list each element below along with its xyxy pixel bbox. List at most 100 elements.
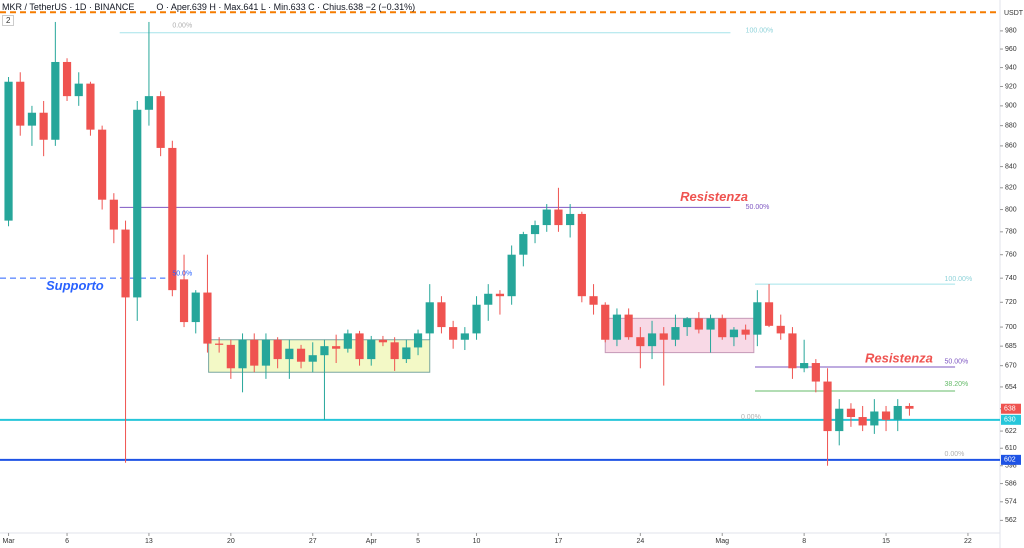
y-tick-label: 960	[1005, 46, 1017, 53]
candle-body	[647, 333, 657, 347]
candle-body	[835, 408, 844, 432]
candle-body	[741, 329, 750, 335]
candle-body	[261, 339, 271, 366]
annotation: Resistenza	[680, 189, 748, 204]
candle-body	[250, 339, 259, 366]
annotation: 100.00%	[945, 276, 973, 283]
y-tick-label: 980	[1005, 28, 1017, 35]
candle-body	[472, 304, 481, 334]
candle-body	[191, 292, 200, 323]
candle-body	[811, 363, 820, 382]
candle-body	[870, 411, 879, 426]
candle-body	[683, 318, 692, 328]
x-tick-label: Mar	[3, 538, 16, 545]
y-tick-label: 880	[1005, 122, 1017, 129]
candle-body	[343, 333, 352, 349]
candle-body	[881, 411, 891, 420]
candle-body	[718, 318, 727, 338]
candle-body	[296, 348, 306, 362]
candle-body	[542, 209, 551, 226]
candle-body	[402, 347, 411, 360]
candle-body	[179, 279, 189, 323]
candle-body	[109, 199, 118, 230]
candle-body	[858, 417, 867, 426]
candle-body	[437, 302, 446, 328]
candle-body	[168, 147, 177, 291]
x-tick-label: Mag	[715, 538, 729, 545]
y-tick-label: 700	[1005, 324, 1017, 331]
x-tick-label: 22	[964, 538, 972, 545]
candle-body	[121, 229, 130, 298]
x-tick-label: 15	[882, 538, 890, 545]
candle-body	[776, 325, 785, 334]
candle-body	[671, 327, 680, 340]
candle-body	[601, 304, 610, 340]
price-tag	[1001, 454, 1021, 465]
x-tick-label: 24	[636, 538, 644, 545]
candle-body	[449, 327, 458, 340]
x-tick-label: 27	[309, 538, 317, 545]
candle-body	[203, 292, 212, 344]
currency-label: USDT	[1004, 10, 1024, 17]
candle-body	[226, 344, 235, 369]
candle-body	[413, 333, 423, 348]
candle-body	[273, 339, 282, 360]
candle-body	[507, 254, 516, 297]
candle-body	[729, 329, 739, 338]
y-tick-label: 670	[1005, 362, 1017, 369]
x-tick-label: 10	[473, 538, 481, 545]
candle-body	[308, 355, 317, 362]
annotation: 50.00%	[945, 359, 969, 366]
candle-body	[753, 302, 762, 335]
candle-body	[133, 109, 142, 298]
price-tag-label: 630	[1004, 417, 1016, 424]
y-tick-label: 840	[1005, 163, 1017, 170]
y-tick-label: 820	[1005, 185, 1017, 192]
annotation: 50.00%	[746, 204, 770, 211]
x-tick-label: 13	[145, 538, 153, 545]
candle-body	[355, 333, 364, 360]
annotation: 38.20%	[945, 381, 969, 388]
candle-body	[659, 333, 668, 340]
indicator-badge[interactable]: 2	[2, 15, 15, 26]
candle-body	[624, 314, 633, 338]
candle-body	[27, 112, 37, 126]
candle-body	[86, 83, 95, 130]
candle-body	[800, 363, 809, 369]
x-tick-label: 20	[227, 538, 235, 545]
price-tag	[1001, 414, 1021, 425]
x-tick-label: 8	[802, 538, 806, 545]
candle-body	[332, 346, 341, 349]
candle-body	[390, 342, 399, 360]
candle-body	[285, 348, 294, 360]
y-tick-label: 760	[1005, 252, 1017, 259]
candle-body	[144, 96, 154, 110]
candle-body	[788, 333, 797, 369]
annotation: 0.00%	[741, 414, 761, 421]
candle-body	[460, 333, 469, 340]
annotation: 50.0%	[172, 270, 192, 277]
y-tick-label: 610	[1005, 445, 1017, 452]
candle-body	[484, 293, 493, 305]
y-tick-label: 800	[1005, 206, 1017, 213]
candle-body	[367, 339, 376, 360]
y-tick-label: 622	[1005, 428, 1017, 435]
candle-body	[378, 339, 388, 343]
candle-body	[694, 318, 703, 330]
price-tag-label: 638	[1004, 406, 1016, 413]
x-tick-label: Apr	[366, 538, 378, 545]
candle-body	[98, 129, 107, 200]
y-tick-label: 720	[1005, 299, 1017, 306]
candle-body	[74, 83, 83, 97]
y-tick-label: 562	[1005, 517, 1017, 524]
candle-body	[215, 343, 224, 345]
ohlc-legend: O · Aper.639 H · Max.641 L · Min.633 C ·…	[156, 2, 416, 12]
y-tick-label: 920	[1005, 83, 1017, 90]
candle-body	[320, 346, 329, 356]
candle-body	[764, 302, 774, 326]
candle-body	[577, 213, 586, 297]
header: MKR / TetherUS · 1D · BINANCE O · Aper.63…	[2, 2, 437, 12]
price-tag-label: 602	[1004, 457, 1016, 464]
annotation: Supporto	[46, 278, 104, 293]
